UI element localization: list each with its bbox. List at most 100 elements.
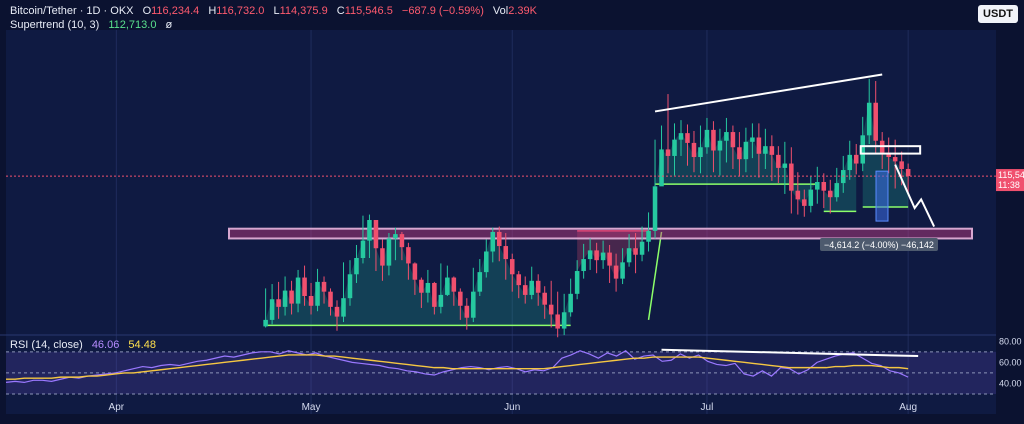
candle-up xyxy=(490,227,496,263)
candle-up xyxy=(269,284,275,325)
candle-body xyxy=(347,274,353,299)
candle-body xyxy=(886,152,891,158)
symbol-label[interactable]: Bitcoin/Tether · 1D · OKX xyxy=(10,5,134,17)
candle-down xyxy=(458,288,463,320)
candle-up xyxy=(639,226,645,262)
rsi-label[interactable]: RSI (14, close) xyxy=(10,339,83,351)
candle-up xyxy=(652,139,658,239)
candle-body xyxy=(529,280,534,295)
candle-up xyxy=(282,276,288,316)
candle-down xyxy=(464,298,470,330)
candle-body xyxy=(412,263,418,280)
candle-body xyxy=(380,248,385,266)
candle-body xyxy=(815,182,820,190)
candle-body xyxy=(438,294,444,307)
candle-body xyxy=(354,258,359,275)
supertrend-label[interactable]: Supertrend (10, 3) xyxy=(10,19,100,31)
candle-up xyxy=(866,78,872,144)
candle-down xyxy=(873,81,878,154)
candle-down xyxy=(432,281,437,315)
candle-body xyxy=(795,190,801,200)
candle-body xyxy=(574,271,580,294)
candle-body xyxy=(704,129,710,148)
candle-body xyxy=(464,305,470,318)
x-tick-label: Aug xyxy=(899,402,917,413)
projection-arrow xyxy=(894,164,936,227)
candle-up xyxy=(568,278,573,317)
candle-down xyxy=(665,94,671,174)
candle-body xyxy=(892,157,898,162)
candle-body xyxy=(659,149,664,187)
candle-body xyxy=(639,241,645,255)
candle-down xyxy=(756,123,762,178)
candle-body xyxy=(724,132,729,141)
change-value: −687.9 (−0.59%) xyxy=(401,5,484,17)
rsi-divergence-line xyxy=(661,348,919,358)
currency-badge[interactable]: USDT xyxy=(978,5,1018,23)
candle-down xyxy=(380,239,385,281)
candle-up xyxy=(587,238,593,270)
candle-body xyxy=(516,274,522,286)
candle-body xyxy=(581,259,586,272)
candle-body xyxy=(607,252,612,266)
current-price-tag xyxy=(996,169,1024,192)
candle-body xyxy=(367,220,372,241)
candle-body xyxy=(295,277,301,304)
candle-body xyxy=(321,281,327,292)
close-label: C xyxy=(336,5,345,17)
candle-up xyxy=(600,240,606,269)
candle-up xyxy=(698,125,703,174)
candle-body xyxy=(451,277,457,292)
candle-body xyxy=(535,280,541,293)
candle-body xyxy=(853,154,859,164)
candle-body xyxy=(860,135,865,164)
candle-down xyxy=(302,265,307,306)
candle-body xyxy=(419,279,424,293)
candle-up xyxy=(782,141,788,194)
candle-body xyxy=(827,190,833,198)
candle-body xyxy=(834,183,840,198)
header-line: Bitcoin/Tether · 1D · OKX O116,234.4 H11… xyxy=(10,5,543,17)
candle-body xyxy=(282,290,288,307)
candle-body xyxy=(691,142,697,158)
candle-body xyxy=(802,199,807,206)
candle-body xyxy=(873,102,878,141)
candle-down xyxy=(548,280,554,328)
candle-down xyxy=(412,262,418,295)
candle-body xyxy=(425,282,431,293)
candle-up xyxy=(341,262,346,323)
candle-body xyxy=(730,132,736,148)
candle-body xyxy=(334,306,340,317)
candle-up xyxy=(581,243,586,279)
candle-down xyxy=(711,121,716,173)
candle-body xyxy=(496,231,502,247)
candle-body xyxy=(328,291,333,307)
candle-body xyxy=(542,292,547,305)
supertrend-support-fill xyxy=(655,129,818,206)
candle-down xyxy=(821,173,827,209)
rsi-value: 46.06 xyxy=(91,339,120,351)
candle-down xyxy=(328,288,333,316)
candle-body xyxy=(360,240,366,258)
candle-body xyxy=(594,250,599,261)
candle-body xyxy=(905,168,911,177)
candle-body xyxy=(685,133,690,143)
candle-body xyxy=(776,154,781,168)
candle-body xyxy=(568,293,573,313)
candle-down xyxy=(892,139,898,189)
candle-up xyxy=(347,260,353,306)
candle-up xyxy=(724,117,729,163)
candle-down xyxy=(607,244,612,283)
candle-body xyxy=(432,282,437,307)
supertrend-value: 112,713.0 xyxy=(108,19,157,31)
candle-down xyxy=(308,282,314,315)
candle-down xyxy=(373,220,379,272)
candle-up xyxy=(484,239,489,278)
candle-up xyxy=(743,127,749,173)
resistance-box xyxy=(859,145,922,155)
candle-down xyxy=(737,132,742,177)
volume-value: 2.39K xyxy=(508,5,537,17)
candle-body xyxy=(315,281,320,306)
plot-area xyxy=(6,30,996,414)
